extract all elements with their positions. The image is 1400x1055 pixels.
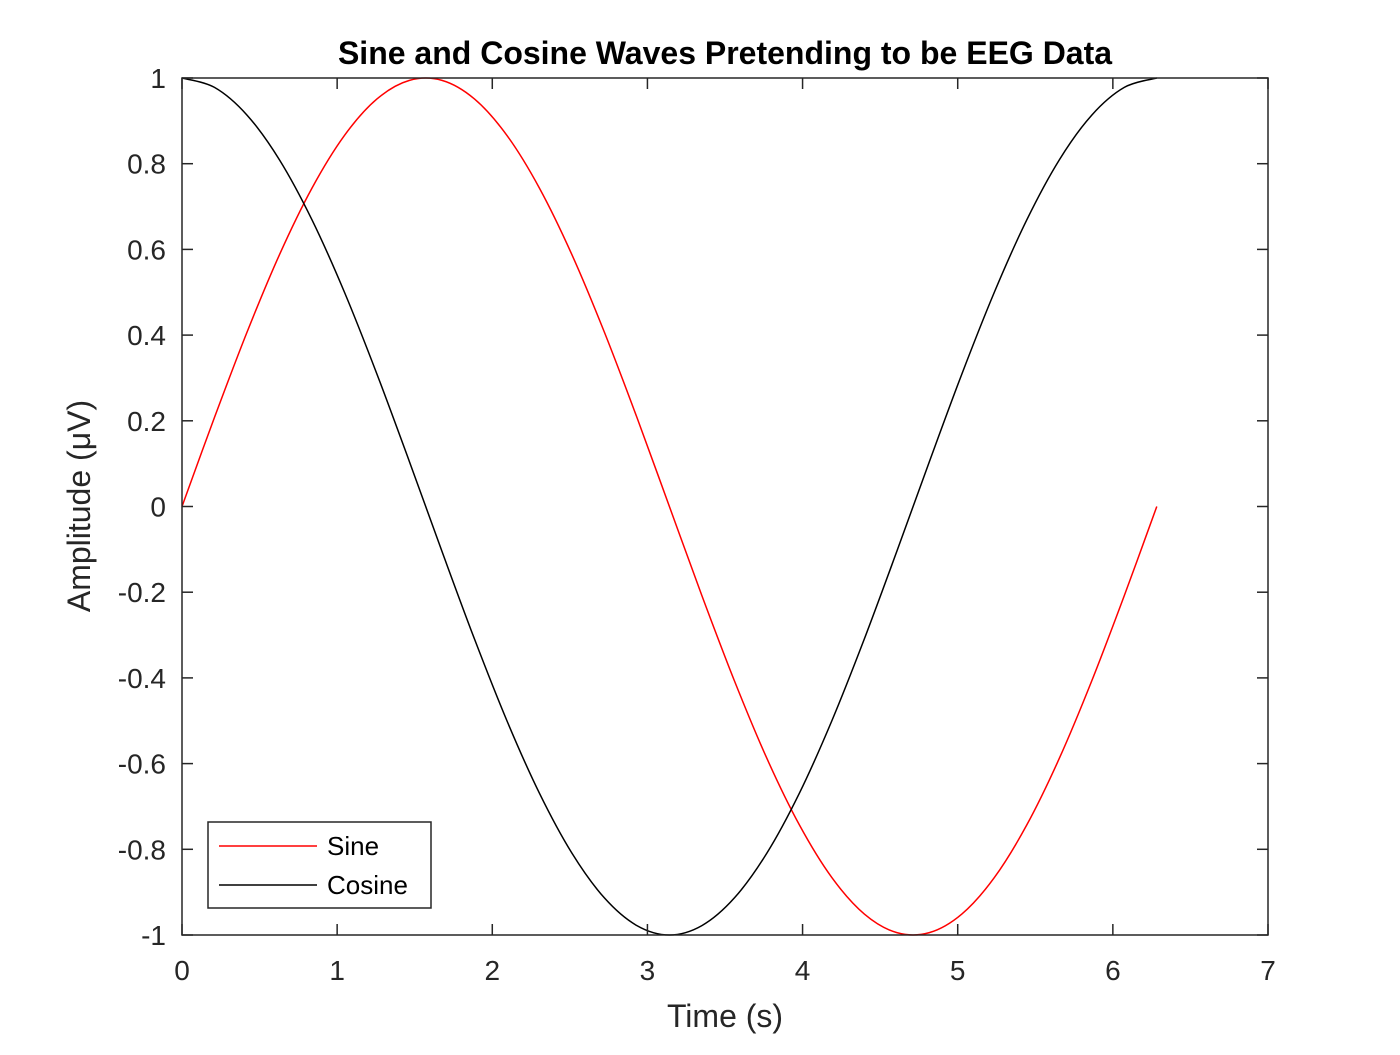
y-tick-label: 0 — [150, 492, 166, 523]
y-tick-label: -1 — [141, 920, 166, 951]
plot-area — [182, 78, 1268, 935]
legend: Sine Cosine — [207, 821, 432, 909]
chart-title: Sine and Cosine Waves Pretending to be E… — [338, 35, 1112, 71]
x-tick-label: 0 — [174, 955, 190, 986]
x-tick-label: 5 — [950, 955, 966, 986]
y-tick-label: 0.2 — [127, 406, 166, 437]
x-axis-label: Time (s) — [667, 998, 783, 1034]
x-tick-label: 2 — [484, 955, 500, 986]
x-tick-label: 7 — [1260, 955, 1276, 986]
y-tick-label: 0.4 — [127, 320, 166, 351]
y-tick-label: -0.4 — [118, 663, 166, 694]
y-tick-label: 1 — [150, 63, 166, 94]
y-tick-label: -0.8 — [118, 834, 166, 865]
x-tick-label: 4 — [795, 955, 811, 986]
series-line-sine — [181, 77, 1158, 936]
y-tick-label: 0.6 — [127, 234, 166, 265]
tick-layer — [181, 77, 1269, 936]
y-axis-label: Amplitude (μV) — [61, 400, 97, 612]
x-tick-label: 6 — [1105, 955, 1121, 986]
x-tick-labels: 0 1 2 3 4 5 6 7 — [174, 955, 1276, 986]
y-tick-label: 0.8 — [127, 149, 166, 180]
y-tick-labels: 1 0.8 0.6 0.4 0.2 0 -0.2 -0.4 -0.6 -0.8 -1 — [118, 63, 166, 951]
legend-label-cosine: Cosine — [327, 870, 408, 900]
y-tick-label: -0.2 — [118, 577, 166, 608]
x-tick-label: 3 — [640, 955, 656, 986]
x-tick-label: 1 — [329, 955, 345, 986]
legend-label-sine: Sine — [327, 831, 379, 861]
y-tick-label: -0.6 — [118, 749, 166, 780]
legend-box — [207, 821, 432, 909]
